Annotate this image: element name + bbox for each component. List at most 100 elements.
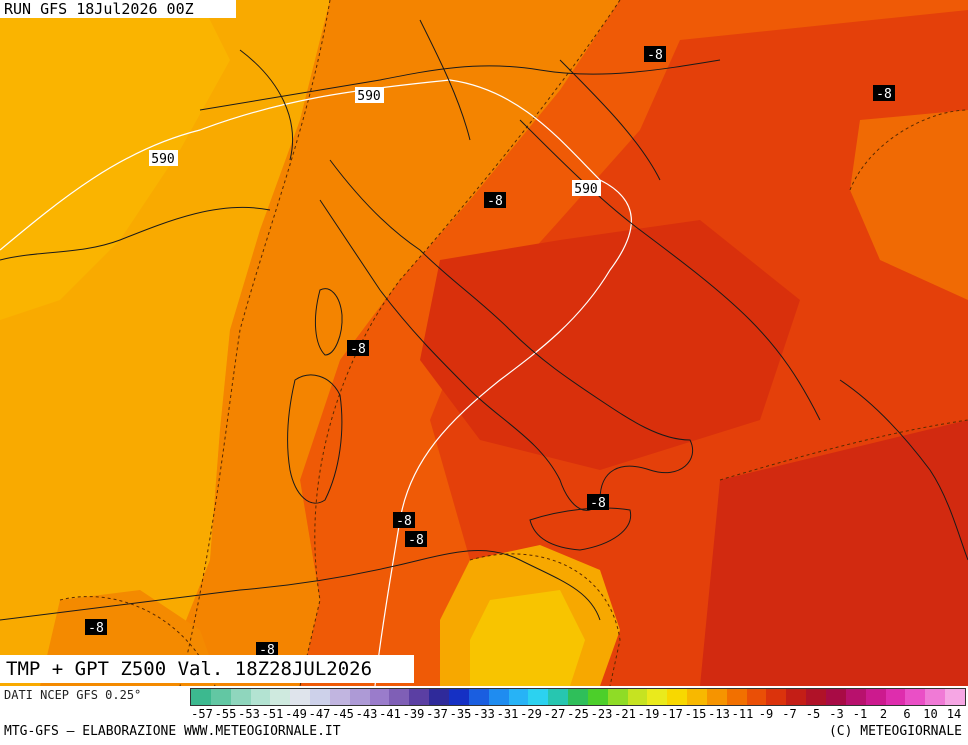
- svg-text:-8: -8: [259, 643, 275, 658]
- colorbar-tick-label: -49: [285, 707, 307, 721]
- colorbar-tick-label: -57: [191, 707, 213, 721]
- colorbar-swatch: [369, 689, 390, 705]
- isotherm-label: -8: [256, 642, 278, 658]
- geopotential-label: 590: [572, 180, 601, 197]
- colorbar-swatch: [389, 689, 410, 705]
- svg-text:-8: -8: [647, 48, 663, 63]
- cool-northwest-region: [0, 0, 230, 320]
- colorbar-tick-label: -7: [782, 707, 797, 721]
- warm-central-band: [160, 0, 620, 686]
- geopotential-label: 590: [149, 150, 178, 167]
- svg-text:-8: -8: [408, 533, 424, 548]
- colorbar-tick-label: -15: [684, 707, 707, 721]
- colorbar-swatch: [905, 689, 926, 705]
- southeast-core: [700, 420, 968, 686]
- data-source-label: DATI NCEP GFS 0.25°: [4, 688, 142, 702]
- svg-text:-8: -8: [487, 194, 503, 209]
- colorbar-swatch: [826, 689, 846, 705]
- colorbar-swatch: [329, 689, 350, 705]
- svg-text:-8: -8: [350, 342, 366, 357]
- footer-credit: MTG-GFS – ELABORAZIONE WWW.METEOGIORNALE…: [4, 724, 341, 739]
- colorbar-tick-label: -55: [214, 707, 237, 721]
- colorbar-tick-label: -41: [379, 707, 401, 721]
- colorbar-swatch: [468, 689, 489, 705]
- colorbar-swatch: [429, 689, 449, 705]
- svg-text:-8: -8: [590, 496, 606, 511]
- colorbar-tick-label: -9: [758, 707, 774, 721]
- isotherm-label: -8: [85, 619, 107, 636]
- colorbar-swatch: [885, 689, 906, 705]
- colorbar-tick-label: -11: [731, 707, 754, 721]
- colorbar-tick-label: -25: [567, 707, 589, 721]
- colorbar-swatch: [270, 689, 291, 705]
- colorbar-tick-label: 2: [879, 707, 888, 721]
- coastlines-and-borders: [0, 19, 968, 621]
- colorbar-swatch: [687, 689, 707, 705]
- colorbar-tick-label: -47: [308, 707, 331, 721]
- colorbar-swatch: [647, 689, 668, 705]
- temperature-map: 590 590 590 -8 -8 -8: [0, 0, 968, 686]
- colorbar-swatch: [290, 689, 311, 705]
- colorbar-swatch: [945, 689, 965, 705]
- colorbar-tick-label: -51: [261, 707, 284, 721]
- colorbar-tick-label: -1: [852, 707, 868, 721]
- colorbar-swatch: [409, 689, 430, 705]
- isotherm-label: -8: [873, 85, 895, 102]
- colorbar-swatch: [587, 689, 608, 705]
- tunisia-yellow-pocket: [470, 590, 585, 686]
- colorbar-tick-label: -33: [473, 707, 495, 721]
- run-label: RUN GFS 18Jul2026 00Z: [0, 0, 236, 18]
- colorbar-swatch: [508, 689, 529, 705]
- colorbar-swatch: [925, 689, 946, 705]
- colorbar-tick-label: -35: [449, 707, 472, 721]
- footer-copyright: (C) METEOGIORNALE: [828, 724, 962, 739]
- isotherm-label: -8: [644, 46, 666, 63]
- colorbar-tick-label: -17: [661, 707, 683, 721]
- colorbar-swatch: [607, 689, 628, 705]
- balkan-orange-patch: [850, 110, 968, 300]
- colorbar-swatch: [230, 689, 251, 705]
- isotherm-label: -8: [393, 512, 415, 529]
- geopotential-label: 590: [355, 87, 384, 104]
- colorbar-tick-label: -31: [496, 707, 519, 721]
- geopotential-590-line: [0, 79, 632, 686]
- colorbar-tick-label: -21: [614, 707, 636, 721]
- svg-text:-8: -8: [396, 514, 412, 529]
- central-italy-core: [420, 220, 800, 470]
- colorbar-swatch: [726, 689, 747, 705]
- colorbar-swatch: [706, 689, 727, 705]
- colorbar-tick-label: -5: [805, 707, 821, 721]
- colorbar-swatch: [349, 689, 370, 705]
- colorbar-tick-label: -53: [238, 707, 260, 721]
- colorbar-swatch: [191, 689, 211, 705]
- colorbar-swatch: [568, 689, 588, 705]
- colorbar-tick-label: -23: [590, 707, 613, 721]
- colorbar-tick-label: -13: [708, 707, 730, 721]
- svg-text:-8: -8: [876, 87, 892, 102]
- colorbar-swatch: [865, 689, 886, 705]
- contour-label-layer: 590 590 590 -8 -8 -8: [85, 46, 895, 658]
- colorbar-swatch: [627, 689, 648, 705]
- colorbar-tick-label: -3: [829, 707, 844, 721]
- colorbar-tick-label: 14: [946, 707, 962, 721]
- svg-text:590: 590: [574, 182, 597, 197]
- colorbar-tick-label: -29: [520, 707, 542, 721]
- colorbar-tick-label: -43: [355, 707, 378, 721]
- colorbar-swatch: [448, 689, 469, 705]
- isotherm-label: -8: [347, 340, 369, 357]
- colorbar-swatch: [667, 689, 688, 705]
- colorbar-swatch: [548, 689, 569, 705]
- isotherm-label: -8: [484, 192, 506, 209]
- map-title: TMP + GPT Z500 Val. 18Z28JUL2026: [0, 655, 414, 683]
- svg-text:590: 590: [357, 89, 380, 104]
- colorbar-swatch: [845, 689, 866, 705]
- colorbar-swatch: [528, 689, 549, 705]
- colorbar-swatch: [746, 689, 767, 705]
- colorbar-tick-label: 6: [903, 707, 911, 721]
- colorbar-swatch: [806, 689, 826, 705]
- colorbar-tick-label: -27: [543, 707, 566, 721]
- colorbar-tick-label: -19: [637, 707, 660, 721]
- colorbar-swatch: [786, 689, 807, 705]
- colorbar-tick-label: -39: [402, 707, 425, 721]
